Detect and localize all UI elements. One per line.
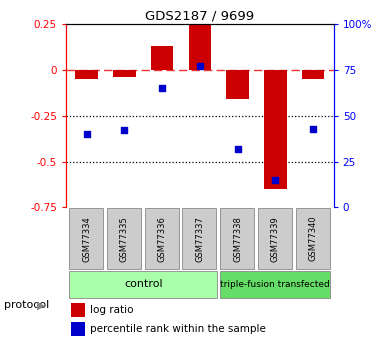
Point (197, 63, 203, 69)
Point (121, 128, 128, 133)
Point (159, 86, 165, 91)
Bar (71, 303, 85, 316)
Text: percentile rank within the sample: percentile rank within the sample (90, 324, 266, 334)
Text: GSM77339: GSM77339 (271, 216, 280, 262)
Point (83, 131, 90, 137)
FancyBboxPatch shape (107, 208, 141, 269)
FancyBboxPatch shape (69, 271, 217, 298)
Bar (226, 70, 249, 99)
Text: log ratio: log ratio (90, 305, 133, 315)
Text: protocol: protocol (4, 300, 49, 310)
Text: GSM77340: GSM77340 (308, 216, 317, 262)
Text: ▶: ▶ (37, 300, 45, 310)
Bar (113, 70, 136, 77)
FancyBboxPatch shape (145, 208, 179, 269)
Text: control: control (124, 279, 163, 289)
FancyBboxPatch shape (220, 271, 330, 298)
Title: GDS2187 / 9699: GDS2187 / 9699 (145, 10, 255, 23)
Text: GSM77335: GSM77335 (120, 216, 129, 262)
Bar (75, 70, 98, 79)
Bar (71, 323, 85, 336)
Text: GSM77334: GSM77334 (82, 216, 91, 262)
Point (310, 126, 316, 131)
Text: GSM77337: GSM77337 (195, 216, 204, 262)
Bar (301, 70, 324, 79)
FancyBboxPatch shape (220, 208, 254, 269)
FancyBboxPatch shape (69, 208, 103, 269)
Text: triple-fusion transfected: triple-fusion transfected (220, 280, 330, 289)
Point (234, 146, 241, 151)
Bar (264, 70, 287, 189)
Bar (189, 24, 211, 70)
Point (272, 177, 278, 183)
Text: GSM77338: GSM77338 (233, 216, 242, 262)
FancyBboxPatch shape (296, 208, 329, 269)
Text: GSM77336: GSM77336 (158, 216, 166, 262)
FancyBboxPatch shape (182, 208, 217, 269)
Bar (151, 46, 173, 70)
FancyBboxPatch shape (258, 208, 292, 269)
